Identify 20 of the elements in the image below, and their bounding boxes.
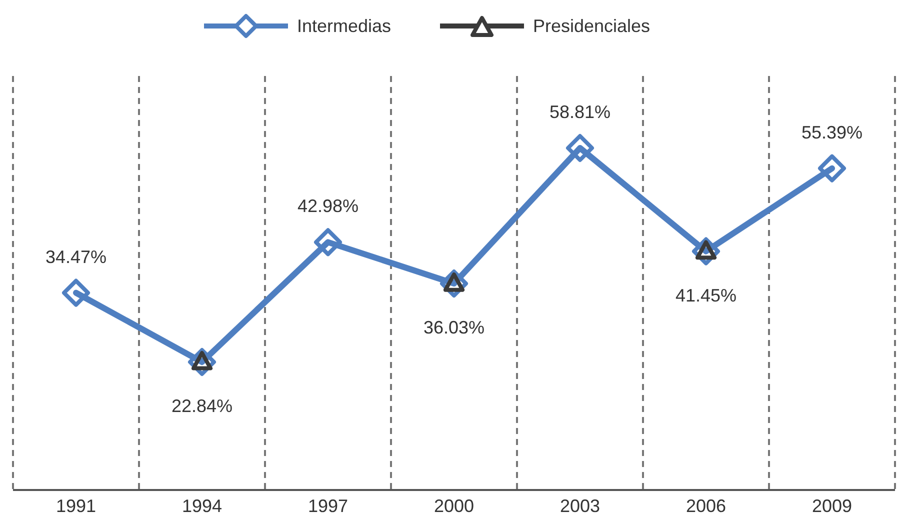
x-tick-label: 2006 (686, 496, 726, 516)
point (62, 278, 90, 307)
point (314, 228, 342, 256)
data-label: 36.03% (423, 318, 485, 338)
x-tick-label: 2000 (434, 496, 474, 516)
data-label: 55.39% (801, 122, 863, 142)
point (818, 154, 846, 182)
data-label: 58.81% (549, 102, 611, 122)
legend-label: Presidenciales (533, 16, 650, 36)
x-tick-label: 1994 (182, 496, 222, 516)
x-tick-label: 2009 (812, 496, 852, 516)
point (566, 134, 594, 162)
data-label: 22.84% (171, 396, 233, 416)
x-tick-label: 1997 (308, 496, 348, 516)
x-tick-label: 1991 (56, 496, 96, 516)
data-label: 41.45% (675, 285, 737, 306)
data-label: 42.98% (297, 196, 359, 216)
x-tick-label: 2003 (560, 496, 600, 516)
data-label: 34.47% (45, 246, 107, 267)
legend-label: Intermedias (297, 16, 392, 36)
